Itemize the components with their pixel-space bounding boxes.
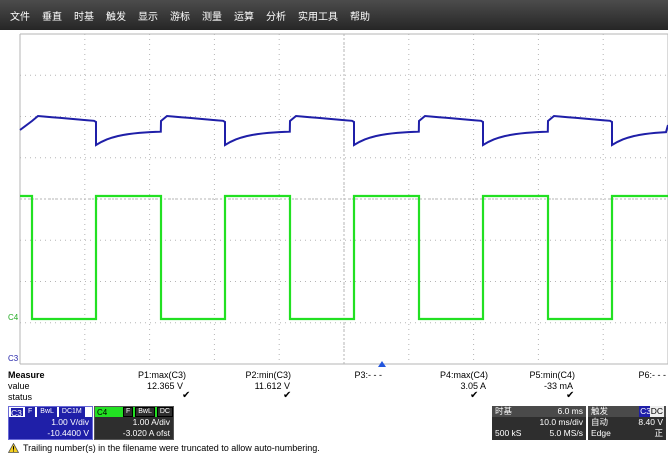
menu-help[interactable]: 帮助 — [350, 11, 370, 23]
channel-info-bar: C3 F BwL DC1M 1.00 V/div -10.4400 V C4 F… — [0, 404, 668, 440]
c4-filter-tag: F — [122, 407, 134, 417]
p1-status-icon: ✔ — [182, 390, 191, 401]
p2-value: 11.612 V — [254, 381, 290, 391]
menu-display[interactable]: 显示 — [138, 11, 158, 23]
trigger-position-marker[interactable] — [378, 361, 386, 367]
menu-file[interactable]: 文件 — [10, 11, 30, 23]
timebase-delay: 6.0 ms — [557, 406, 583, 416]
p4-value: 3.05 A — [460, 381, 486, 391]
timebase-descriptor[interactable]: 时基 6.0 ms 10.0 ms/div 500 kS 5.0 MS/s — [492, 406, 586, 440]
timebase-samples: 500 kS — [495, 428, 522, 438]
c3-filter-tag: F — [25, 407, 36, 417]
p3-name[interactable]: P3:- - - — [354, 370, 382, 380]
timebase-rate: 5.0 MS/s — [549, 428, 583, 438]
status-message: Trailing number(s) in the filename were … — [23, 443, 320, 453]
menu-trigger[interactable]: 触发 — [106, 11, 126, 23]
c3-descriptor[interactable]: C3 F BwL DC1M 1.00 V/div -10.4400 V — [8, 406, 93, 440]
c3-trace — [19, 114, 668, 147]
c3-coupling-tag: DC1M — [58, 407, 85, 417]
p5-status-icon: ✔ — [566, 390, 575, 401]
trigger-label: 触发 — [591, 406, 609, 416]
measure-table: Measure value status P1:max(C3) 12.365 V… — [0, 370, 668, 404]
c3-scale: 1.00 V/div — [51, 417, 89, 427]
p5-name[interactable]: P5:min(C4) — [529, 370, 575, 380]
c4-trace — [20, 194, 668, 321]
p4-status-icon: ✔ — [470, 390, 479, 401]
trigger-source: C3 — [639, 406, 652, 417]
menu-math[interactable]: 运算 — [234, 11, 254, 23]
c4-ground-marker[interactable]: C4 — [8, 313, 19, 322]
c4-descriptor[interactable]: C4 F BwL DC 1.00 A/div -3.020 A ofst — [94, 406, 174, 440]
menu-cursors[interactable]: 游标 — [170, 11, 190, 23]
p1-name[interactable]: P1:max(C3) — [137, 370, 186, 380]
p6-name[interactable]: P6:- - - — [638, 370, 666, 380]
c4-scale: 1.00 A/div — [132, 417, 170, 427]
trigger-coupling: DC — [649, 406, 664, 417]
menu-utilities[interactable]: 实用工具 — [298, 11, 338, 23]
graticule — [19, 33, 668, 365]
timebase-scale: 10.0 ms/div — [539, 417, 583, 427]
menu-timebase[interactable]: 时基 — [74, 11, 94, 23]
p5-value: -33 mA — [543, 381, 573, 391]
p2-name[interactable]: P2:min(C3) — [245, 370, 291, 380]
status-message-bar: Trailing number(s) in the filename were … — [8, 443, 320, 453]
warning-icon — [8, 443, 19, 453]
trigger-type: Edge — [591, 428, 611, 438]
c4-label: C4 — [97, 407, 108, 417]
p4-name[interactable]: P4:max(C4) — [439, 370, 488, 380]
measure-title: Measure — [8, 370, 45, 380]
c3-label: C3 — [11, 408, 23, 418]
waveform-display[interactable]: C4 C3 — [0, 30, 668, 370]
c4-offset: -3.020 A ofst — [122, 428, 170, 438]
timebase-label: 时基 — [495, 406, 513, 416]
trigger-mode: 自动 — [591, 417, 609, 427]
measure-status-row-label: status — [8, 392, 33, 402]
p2-status-icon: ✔ — [283, 390, 292, 401]
c3-offset: -10.4400 V — [47, 428, 89, 438]
menu-measure[interactable]: 测量 — [202, 11, 222, 23]
measure-value-row-label: value — [8, 381, 30, 391]
c4-bwlimit-tag: BwL — [135, 407, 155, 417]
c4-coupling-tag: DC — [156, 407, 173, 417]
c3-bwlimit-tag: BwL — [37, 407, 57, 417]
menu-bar: 文件 垂直 时基 触发 显示 游标 测量 运算 分析 实用工具 帮助 — [0, 0, 668, 30]
trigger-descriptor[interactable]: 触发 C3 DC 自动 8.40 V Edge 正 — [588, 406, 666, 440]
p1-value: 12.365 V — [146, 381, 183, 391]
menu-analysis[interactable]: 分析 — [266, 11, 286, 23]
trigger-level: 8.40 V — [638, 417, 663, 427]
c3-ground-marker[interactable]: C3 — [8, 354, 19, 363]
menu-vertical[interactable]: 垂直 — [42, 11, 62, 23]
trigger-slope: 正 — [654, 428, 663, 438]
